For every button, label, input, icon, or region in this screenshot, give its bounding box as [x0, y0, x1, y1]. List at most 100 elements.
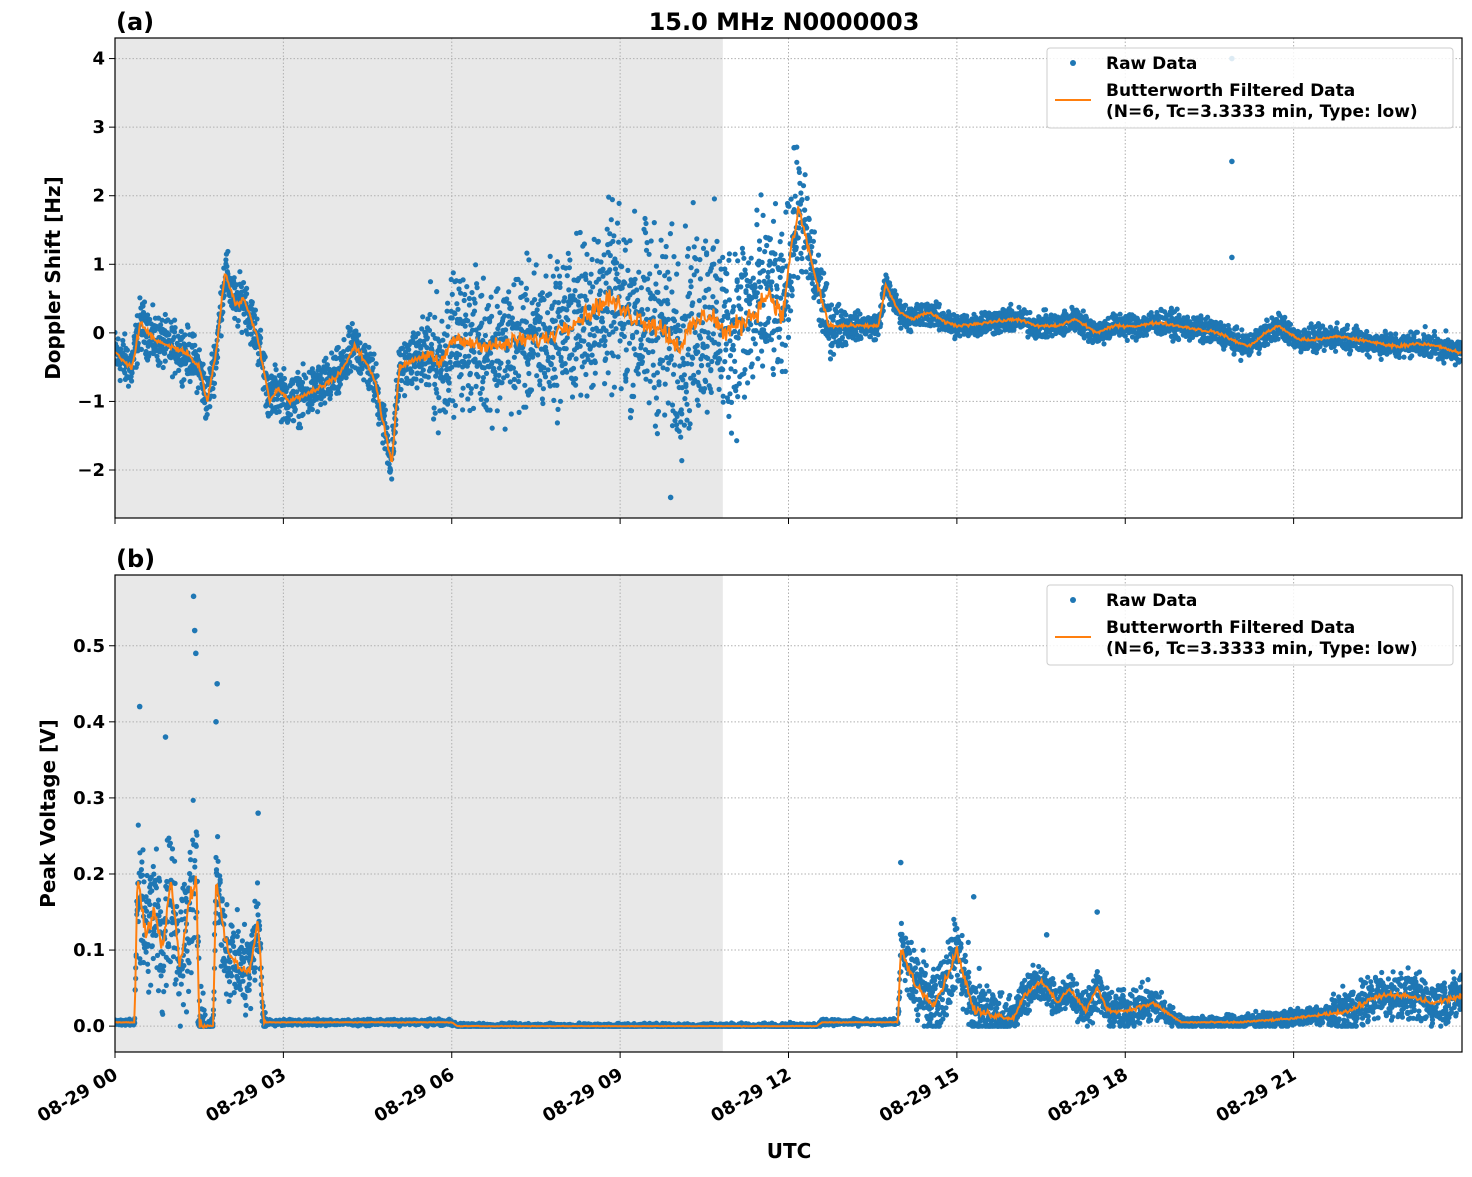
- raw-data-point: [802, 208, 807, 213]
- raw-data-point: [672, 318, 677, 323]
- raw-data-point: [459, 372, 464, 377]
- raw-data-point: [476, 374, 481, 379]
- raw-data-point: [681, 323, 686, 328]
- raw-data-point: [614, 271, 619, 276]
- raw-data-point: [414, 385, 419, 390]
- raw-data-point: [680, 377, 685, 382]
- raw-data-point: [645, 276, 650, 281]
- raw-data-point: [790, 293, 795, 298]
- raw-data-point: [664, 244, 669, 249]
- raw-data-point: [716, 342, 721, 347]
- raw-data-point: [600, 267, 605, 272]
- raw-data-point: [1397, 355, 1402, 360]
- raw-data-point: [624, 347, 629, 352]
- raw-data-point: [476, 332, 481, 337]
- raw-data-point: [512, 355, 517, 360]
- raw-data-point: [371, 352, 376, 357]
- raw-data-point: [534, 373, 539, 378]
- raw-data-point: [426, 382, 431, 387]
- raw-data-point: [197, 347, 202, 352]
- raw-data-point: [224, 264, 229, 269]
- raw-data-point: [432, 405, 437, 410]
- raw-data-point: [161, 365, 166, 370]
- raw-data-point: [288, 412, 293, 417]
- raw-data-point: [1236, 334, 1241, 339]
- raw-data-point: [254, 316, 259, 321]
- raw-data-point: [755, 356, 760, 361]
- raw-data-point: [708, 368, 713, 373]
- raw-data-point: [336, 390, 341, 395]
- raw-data-point: [652, 308, 657, 313]
- raw-data-point: [714, 300, 719, 305]
- raw-data-point: [479, 293, 484, 298]
- raw-data-point: [605, 309, 610, 314]
- raw-data-point: [300, 380, 305, 385]
- raw-data-point: [689, 362, 694, 367]
- raw-data-point: [538, 315, 543, 320]
- raw-data-point: [564, 370, 569, 375]
- raw-data-point: [298, 425, 303, 430]
- raw-data-point: [348, 326, 353, 331]
- raw-data-point: [563, 361, 568, 366]
- raw-data-point: [310, 407, 315, 412]
- raw-data-point: [778, 239, 783, 244]
- raw-data-point: [328, 389, 333, 394]
- raw-data-point: [908, 329, 913, 334]
- raw-data-point: [753, 341, 758, 346]
- raw-data-point: [301, 361, 306, 366]
- raw-data-point: [622, 281, 627, 286]
- raw-data-point: [188, 379, 193, 384]
- raw-data-point: [583, 372, 588, 377]
- raw-data-point: [876, 332, 881, 337]
- raw-data-point: [277, 409, 282, 414]
- raw-data-point: [557, 274, 562, 279]
- raw-data-point: [770, 366, 775, 371]
- raw-data-point: [779, 232, 784, 237]
- raw-data-point: [655, 370, 660, 375]
- raw-data-point: [555, 420, 560, 425]
- raw-data-point: [751, 336, 756, 341]
- raw-data-point: [683, 382, 688, 387]
- raw-data-point: [702, 295, 707, 300]
- raw-data-point: [711, 245, 716, 250]
- raw-data-point: [584, 298, 589, 303]
- raw-data-point: [536, 327, 541, 332]
- raw-data-point: [535, 307, 540, 312]
- raw-data-point: [490, 360, 495, 365]
- raw-data-point: [843, 312, 848, 317]
- raw-data-point: [185, 325, 190, 330]
- raw-data-point: [547, 325, 552, 330]
- raw-data-point: [684, 402, 689, 407]
- raw-data-point: [338, 382, 343, 387]
- raw-data-point: [473, 300, 478, 305]
- raw-data-point: [1238, 358, 1243, 363]
- raw-data-point: [801, 183, 806, 188]
- raw-data-point: [771, 347, 776, 352]
- raw-data-point: [495, 286, 500, 291]
- raw-data-point: [742, 367, 747, 372]
- raw-data-point: [484, 398, 489, 403]
- raw-data-point: [529, 387, 534, 392]
- raw-data-point: [699, 363, 704, 368]
- raw-data-point: [770, 268, 775, 273]
- raw-data-point: [858, 336, 863, 341]
- raw-data-point: [788, 308, 793, 313]
- raw-data-point: [194, 390, 199, 395]
- raw-data-point: [1322, 348, 1327, 353]
- raw-data-point: [740, 246, 745, 251]
- raw-data-point: [413, 377, 418, 382]
- raw-data-point: [649, 238, 654, 243]
- raw-data-point: [490, 426, 495, 431]
- raw-data-point: [588, 289, 593, 294]
- raw-data-point: [564, 346, 569, 351]
- raw-data-point: [640, 359, 645, 364]
- raw-data-point: [712, 196, 717, 201]
- raw-data-point: [603, 338, 608, 343]
- raw-data-point: [244, 286, 249, 291]
- raw-data-point: [1043, 307, 1048, 312]
- raw-data-point: [571, 366, 576, 371]
- raw-data-point: [516, 379, 521, 384]
- raw-data-point: [574, 356, 579, 361]
- raw-data-point: [457, 352, 462, 357]
- raw-data-point: [381, 403, 386, 408]
